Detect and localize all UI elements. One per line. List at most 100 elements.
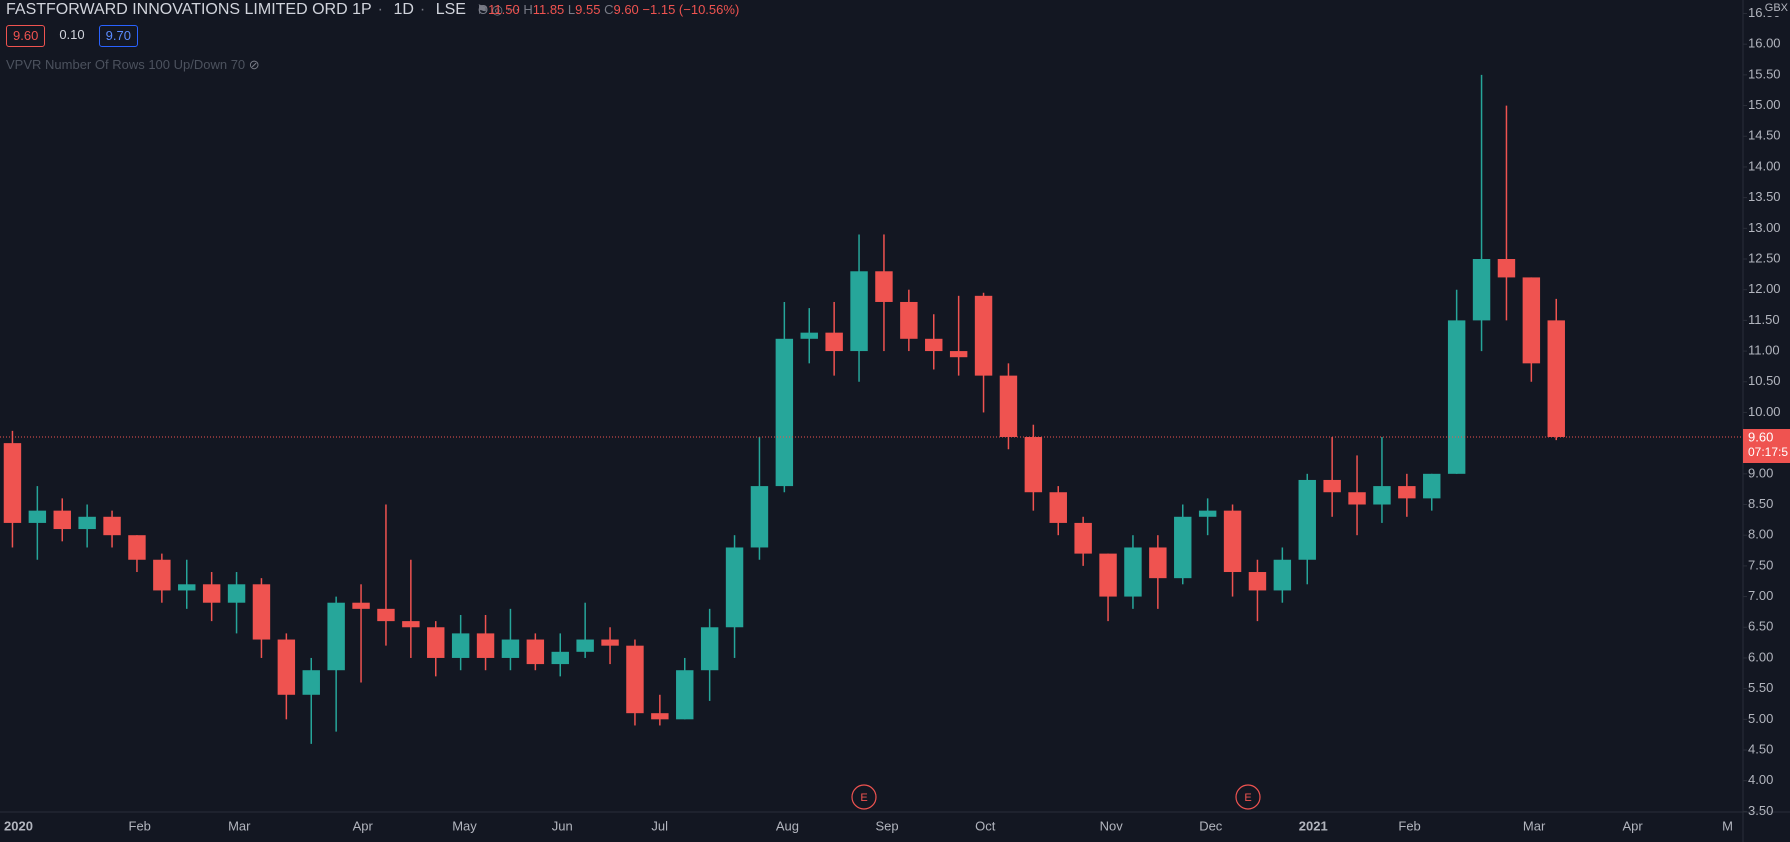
candle-body <box>3 443 22 523</box>
candle-body <box>277 639 296 695</box>
candle-body <box>626 645 644 714</box>
x-tick-label: Apr <box>353 818 374 833</box>
y-tick-label: 16.00 <box>1748 36 1781 51</box>
x-tick-label: Sep <box>876 818 899 833</box>
x-tick-label: Oct <box>975 818 996 833</box>
ohlc-value: 9.55 <box>575 2 601 17</box>
x-tick-label: Jun <box>552 818 573 833</box>
y-tick-label: 7.50 <box>1748 557 1773 572</box>
candle-body <box>651 713 669 720</box>
candle-body <box>1074 522 1092 554</box>
y-tick-label: 7.00 <box>1748 588 1773 603</box>
x-tick-label: 2020 <box>4 818 33 833</box>
candle-body <box>128 535 146 560</box>
candle-body <box>1273 559 1292 591</box>
y-tick-label: 15.50 <box>1748 66 1781 81</box>
candle-body <box>1497 259 1516 278</box>
candle-body <box>800 332 818 339</box>
x-tick-label: Nov <box>1100 818 1124 833</box>
candle-body <box>1323 479 1341 493</box>
candle-body <box>252 584 271 640</box>
candle-body <box>576 639 594 652</box>
candle-body <box>974 295 993 376</box>
currency-bg <box>1765 0 1790 16</box>
x-tick-label: 2021 <box>1299 818 1328 833</box>
candle-body <box>1149 547 1167 579</box>
price-tag <box>1743 428 1790 463</box>
currency: GBX <box>1765 2 1789 14</box>
ohlc-legend: O11.50 H11.85 L9.55 C9.60 −1.15 (−10.56%… <box>478 1 739 19</box>
candle-body <box>501 639 520 658</box>
y-tick-label: 10.00 <box>1748 404 1781 419</box>
x-tick-label: Mar <box>1523 818 1546 833</box>
candle-body <box>327 602 345 671</box>
ask[interactable]: 9.70 <box>98 25 138 47</box>
x-tick-label: Aug <box>776 818 799 833</box>
event-marker <box>1235 784 1261 810</box>
candle-body <box>78 516 96 530</box>
candle-body <box>227 584 246 603</box>
y-tick-label: 5.50 <box>1748 680 1773 695</box>
candle-body <box>1472 259 1491 321</box>
y-tick-label: 6.50 <box>1748 619 1773 634</box>
x-tick-label: Jul <box>651 818 668 833</box>
candle-body <box>53 510 71 530</box>
indicator-label: VPVR Number Of Rows 100 Up/Down 70 <box>6 57 246 72</box>
candle-body <box>900 301 918 339</box>
candle-body <box>302 670 320 695</box>
candle-body <box>402 621 420 628</box>
y-tick-label: 12.00 <box>1748 281 1781 296</box>
spread: 0.10 <box>59 27 85 42</box>
quote-tags: 9.60 0.10 9.70 <box>6 25 138 47</box>
candle-body <box>825 332 843 352</box>
candle-body <box>1398 486 1416 499</box>
change: −1.15 (−10.56%) <box>642 2 740 17</box>
countdown: 07:17:5 <box>1748 445 1788 459</box>
candle-body <box>551 651 569 665</box>
symbol[interactable]: FASTFORWARD INNOVATIONS LIMITED ORD 1P <box>6 1 372 18</box>
ohlc-value: 11.50 <box>488 2 520 17</box>
x-tick-label: Feb <box>1398 818 1420 833</box>
candle-body <box>377 608 395 622</box>
ohlc-value: 9.60 <box>613 2 639 17</box>
candle-body <box>1124 547 1142 597</box>
candle-body <box>1198 510 1217 517</box>
candle-body <box>1248 572 1267 591</box>
candle-body <box>1373 486 1391 505</box>
candle-body <box>153 559 171 591</box>
interval[interactable]: 1D <box>393 1 414 18</box>
y-tick-label: 6.00 <box>1748 649 1773 664</box>
candle-body <box>925 338 943 352</box>
exchange: LSE <box>435 1 466 18</box>
candle-body <box>875 271 893 302</box>
y-tick-label: 13.00 <box>1748 220 1781 235</box>
symbol-header: FASTFORWARD INNOVATIONS LIMITED ORD 1P · … <box>0 0 534 20</box>
candle-body <box>427 627 445 658</box>
candle-body <box>1447 320 1466 474</box>
candle-body <box>352 602 370 609</box>
candle-body <box>700 627 719 671</box>
bid[interactable]: 9.60 <box>6 25 46 47</box>
x-tick-label: M <box>1722 818 1733 833</box>
x-tick-label: Dec <box>1199 818 1223 833</box>
y-tick-label: 8.00 <box>1748 527 1773 542</box>
y-tick-label: 12.50 <box>1748 250 1781 265</box>
x-tick-label: Apr <box>1623 818 1644 833</box>
candle-body <box>1223 510 1242 573</box>
price-tag-label: 9.60 <box>1748 429 1773 444</box>
y-tick-label: 4.00 <box>1748 772 1773 787</box>
event-label: E <box>1244 792 1251 804</box>
candle-body <box>949 351 968 358</box>
candle-body <box>526 639 545 665</box>
indicator[interactable]: VPVR Number Of Rows 100 Up/Down 70 ⊘ <box>6 57 260 72</box>
ohlc-key: L <box>567 2 576 17</box>
candle-body <box>103 516 121 536</box>
y-tick-label: 14.00 <box>1748 158 1781 173</box>
candle-body <box>1423 473 1441 499</box>
event-marker <box>851 784 877 810</box>
candle-body <box>1049 492 1067 523</box>
candle-body <box>451 633 470 658</box>
y-tick-label: 9.00 <box>1748 465 1773 480</box>
candle-body <box>1024 436 1043 493</box>
